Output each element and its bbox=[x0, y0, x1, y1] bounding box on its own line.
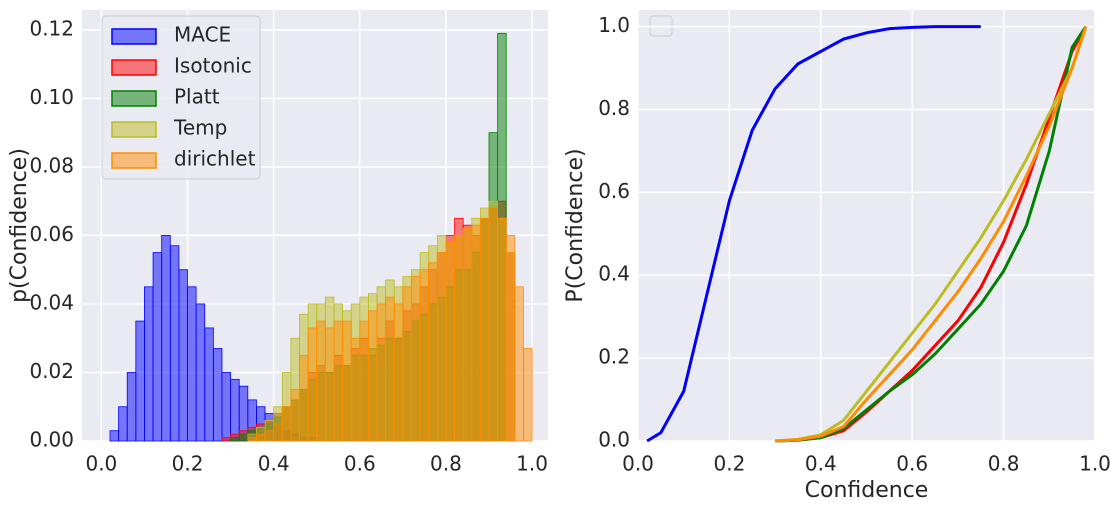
x-axis-label: Confidence bbox=[805, 478, 929, 503]
x-tick-label: 0.8 bbox=[988, 452, 1020, 476]
histogram-bar bbox=[333, 320, 343, 442]
legend-swatch bbox=[111, 59, 157, 76]
histogram-bar bbox=[195, 303, 206, 442]
y-axis-label: P(Confidence) bbox=[563, 148, 588, 302]
histogram-bar bbox=[419, 269, 430, 442]
histogram-bar bbox=[118, 406, 128, 442]
x-tick-label: 0.4 bbox=[805, 452, 837, 476]
histogram-bar bbox=[169, 245, 180, 442]
histogram-bar bbox=[393, 303, 404, 442]
histogram-bar bbox=[436, 252, 447, 442]
histogram-bar bbox=[178, 269, 188, 442]
histogram-bar bbox=[505, 235, 516, 442]
plot bbox=[637, 10, 1096, 443]
legend-swatch bbox=[111, 121, 157, 138]
histogram-bar bbox=[385, 296, 395, 442]
histogram-bar bbox=[264, 430, 275, 442]
x-tick-label: 0.0 bbox=[85, 452, 117, 476]
histogram-bar bbox=[109, 430, 120, 442]
legend-label: Temp bbox=[173, 116, 227, 140]
histogram-bar bbox=[135, 320, 145, 442]
histogram-bar bbox=[428, 262, 438, 442]
histogram-bar bbox=[212, 348, 223, 442]
y-tick-label: 0.10 bbox=[29, 85, 74, 109]
histogram-bar bbox=[359, 320, 369, 442]
histogram-bar bbox=[187, 286, 197, 442]
histogram-bar bbox=[462, 228, 473, 442]
histogram-bar bbox=[471, 224, 481, 442]
x-tick-label: 0.0 bbox=[622, 452, 654, 476]
x-tick-label: 1.0 bbox=[1079, 452, 1111, 476]
histogram-bar bbox=[376, 303, 387, 442]
histogram-bar bbox=[152, 252, 163, 442]
legend-swatch bbox=[111, 90, 157, 107]
histogram-bar bbox=[514, 286, 524, 442]
histogram-bar bbox=[247, 437, 257, 442]
y-tick-label: 0.0 bbox=[598, 428, 630, 452]
histogram-bar bbox=[144, 286, 154, 442]
legend-label: MACE bbox=[174, 23, 231, 47]
histogram-bar bbox=[126, 372, 137, 442]
line bbox=[774, 26, 1088, 443]
legend-box bbox=[101, 15, 261, 180]
histogram-bar bbox=[350, 337, 361, 442]
y-tick-label: 0.12 bbox=[29, 16, 74, 40]
histogram-bar bbox=[238, 433, 249, 442]
histogram-bar bbox=[316, 320, 326, 442]
histogram-bar bbox=[204, 327, 214, 442]
histogram-bar bbox=[368, 310, 378, 442]
legend-label: Isotonic bbox=[174, 54, 252, 78]
histogram-bar bbox=[256, 433, 266, 442]
legend-label: dirichlet bbox=[174, 147, 256, 171]
y-axis-label: p(Confidence) bbox=[7, 148, 32, 303]
y-tick-label: 0.02 bbox=[29, 359, 74, 383]
histogram-bar bbox=[402, 286, 412, 442]
line bbox=[646, 25, 981, 443]
line bbox=[775, 25, 1088, 443]
histogram-bar bbox=[273, 423, 283, 442]
y-tick-label: 0.2 bbox=[598, 345, 630, 369]
plot-area bbox=[638, 10, 1095, 441]
y-tick-label: 0.06 bbox=[29, 222, 74, 246]
y-tick-label: 0.6 bbox=[598, 179, 630, 203]
x-tick-label: 0.2 bbox=[713, 452, 745, 476]
x-tick-label: 0.8 bbox=[430, 452, 462, 476]
legend-swatch bbox=[111, 152, 157, 169]
legend-swatch bbox=[111, 28, 157, 45]
histogram-bar bbox=[523, 348, 533, 442]
histogram-bar bbox=[230, 437, 240, 442]
histogram-bar bbox=[290, 389, 300, 442]
y-tick-label: 0.8 bbox=[598, 96, 630, 120]
histogram-bar bbox=[497, 217, 507, 442]
y-tick-label: 0.04 bbox=[29, 290, 74, 314]
histogram-bar bbox=[411, 276, 421, 442]
histogram-bar bbox=[221, 372, 231, 442]
x-tick-label: 0.4 bbox=[258, 452, 290, 476]
histogram-bar bbox=[281, 406, 292, 442]
histogram-bar bbox=[161, 235, 171, 442]
histogram-bar bbox=[307, 327, 318, 442]
histogram-bar bbox=[342, 320, 352, 442]
line bbox=[775, 26, 1088, 443]
histogram-bar bbox=[299, 354, 309, 442]
histogram-bar bbox=[479, 217, 490, 442]
y-tick-label: 0.08 bbox=[29, 153, 74, 177]
legend-label: Platt bbox=[174, 85, 220, 109]
histogram-bar bbox=[488, 207, 499, 442]
y-tick-label: 0.4 bbox=[598, 262, 630, 286]
x-tick-label: 1.0 bbox=[516, 452, 548, 476]
histogram-bar bbox=[454, 235, 464, 442]
x-tick-label: 0.6 bbox=[896, 452, 928, 476]
histogram-bar bbox=[324, 327, 335, 442]
histogram-bar bbox=[230, 378, 240, 442]
x-tick-label: 0.2 bbox=[172, 452, 204, 476]
plot bbox=[82, 10, 548, 442]
x-tick-label: 0.6 bbox=[344, 452, 376, 476]
y-tick-label: 0.00 bbox=[29, 428, 74, 452]
y-tick-label: 1.0 bbox=[598, 13, 630, 37]
histogram-bar bbox=[445, 241, 455, 442]
histogram-bar bbox=[221, 437, 231, 442]
